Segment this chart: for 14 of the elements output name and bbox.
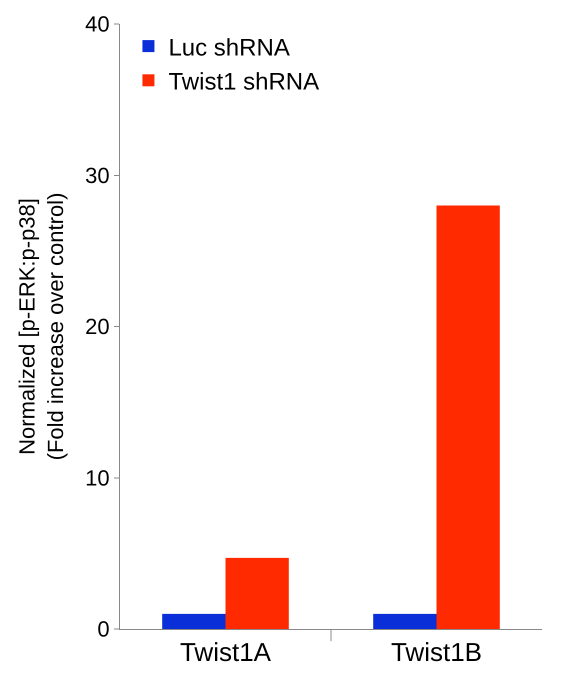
x-tick-label: Twist1A: [180, 637, 272, 668]
y-tick-label: 20: [85, 314, 110, 340]
y-tick-label: 0: [97, 616, 110, 642]
bar: [226, 558, 289, 629]
y-axis-title: Normalized [p-ERK:p-p38] (Fold increase over control): [14, 192, 68, 460]
bar: [436, 206, 500, 629]
y-tick-label: 10: [85, 465, 110, 490]
bar: [162, 614, 226, 629]
legend-label: Twist1 shRNA: [168, 68, 320, 96]
bar: [373, 614, 436, 629]
y-tick-label: 30: [85, 162, 110, 188]
legend-label: Luc shRNA: [168, 34, 290, 62]
y-tick-label: 40: [85, 12, 110, 37]
x-tick-label: Twist1B: [390, 637, 482, 668]
